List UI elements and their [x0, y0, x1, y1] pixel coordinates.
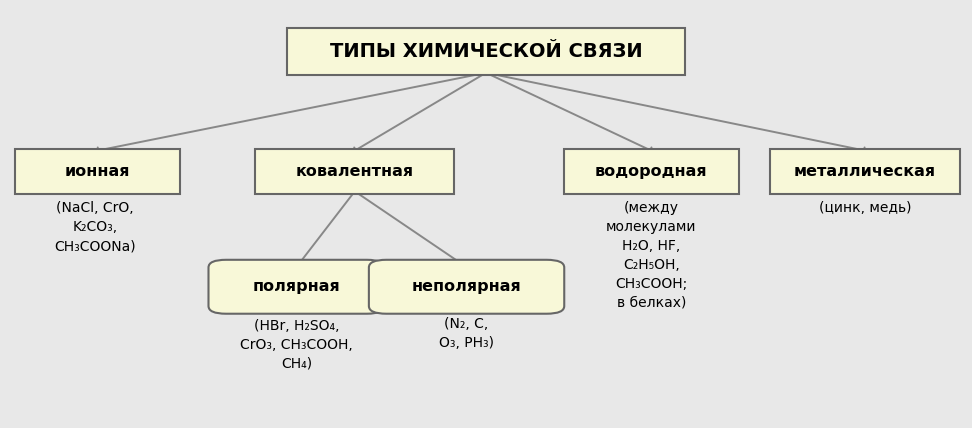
Text: (N₂, C,
O₃, PH₃): (N₂, C, O₃, PH₃): [439, 317, 494, 350]
Text: (цинк, медь): (цинк, медь): [818, 201, 912, 215]
FancyBboxPatch shape: [208, 260, 384, 314]
Text: полярная: полярная: [253, 279, 340, 294]
Text: ТИПЫ ХИМИЧЕСКОЙ СВЯЗИ: ТИПЫ ХИМИЧЕСКОЙ СВЯЗИ: [330, 42, 642, 61]
FancyBboxPatch shape: [15, 149, 180, 194]
Text: (HBr, H₂SO₄,
CrO₃, CH₃COOH,
CH₄): (HBr, H₂SO₄, CrO₃, CH₃COOH, CH₄): [240, 319, 353, 371]
Text: неполярная: неполярная: [412, 279, 521, 294]
Text: водородная: водородная: [595, 163, 708, 179]
FancyBboxPatch shape: [255, 149, 454, 194]
Text: ковалентная: ковалентная: [295, 163, 414, 179]
Text: металлическая: металлическая: [794, 163, 936, 179]
FancyBboxPatch shape: [564, 149, 739, 194]
Text: (между
молекулами
H₂O, HF,
C₂H₅OH,
CH₃COOH;
в белках): (между молекулами H₂O, HF, C₂H₅OH, CH₃CO…: [606, 201, 697, 310]
FancyBboxPatch shape: [287, 28, 685, 75]
FancyBboxPatch shape: [770, 149, 960, 194]
FancyBboxPatch shape: [368, 260, 564, 314]
Text: (NaCl, CrO,
K₂CO₃,
CH₃COONa): (NaCl, CrO, K₂CO₃, CH₃COONa): [54, 201, 136, 253]
Text: ионная: ионная: [64, 163, 130, 179]
